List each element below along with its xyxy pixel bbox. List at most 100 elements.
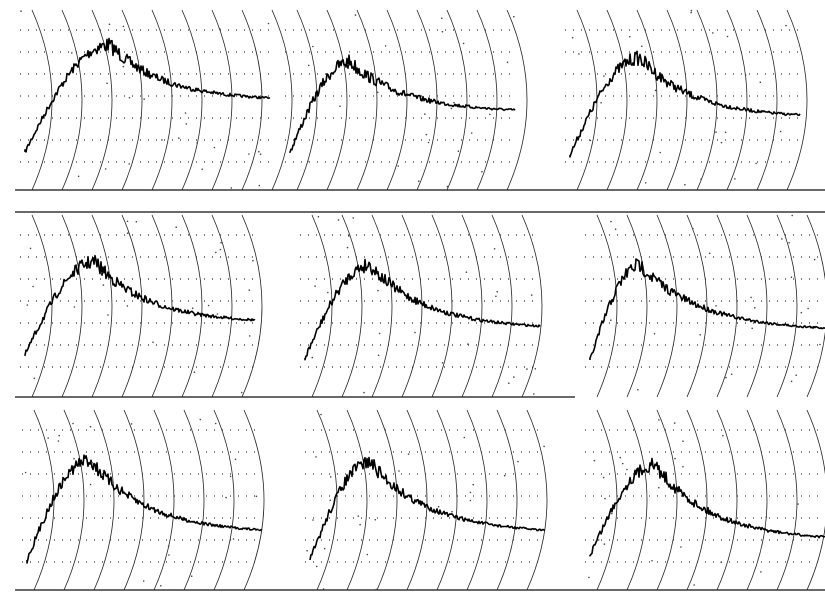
- speck: [375, 519, 377, 521]
- speck: [463, 43, 465, 45]
- speck: [217, 313, 219, 315]
- speck: [192, 307, 194, 309]
- speck: [259, 185, 261, 187]
- speck: [127, 221, 129, 223]
- speck: [572, 37, 574, 39]
- speck: [324, 548, 326, 550]
- speck: [408, 453, 410, 455]
- speck: [30, 248, 32, 250]
- speck: [20, 10, 22, 12]
- speck: [34, 378, 36, 380]
- speck: [91, 462, 93, 464]
- speck: [674, 422, 676, 424]
- speck: [472, 484, 474, 486]
- speck: [107, 314, 109, 316]
- speck: [233, 538, 235, 540]
- speck: [442, 362, 444, 364]
- speck: [620, 457, 622, 459]
- speck: [645, 182, 647, 184]
- speck: [241, 392, 243, 394]
- speck: [428, 142, 430, 144]
- speck: [641, 46, 643, 48]
- speck: [496, 291, 498, 293]
- speck: [755, 163, 757, 165]
- speck: [260, 153, 262, 155]
- speck: [535, 368, 537, 370]
- speck: [103, 470, 105, 472]
- speck: [186, 123, 188, 125]
- speck: [513, 16, 515, 18]
- speck: [603, 75, 605, 77]
- speck: [426, 134, 428, 136]
- speck: [594, 460, 596, 462]
- speck: [131, 423, 133, 425]
- speck: [73, 458, 75, 460]
- speck: [600, 102, 602, 104]
- speck: [471, 132, 473, 134]
- speck: [517, 461, 519, 463]
- speck: [32, 286, 34, 288]
- speck: [74, 306, 76, 308]
- speck: [136, 221, 138, 223]
- speck: [451, 108, 453, 110]
- speck: [785, 25, 787, 27]
- speck: [601, 300, 603, 302]
- speck: [682, 440, 684, 442]
- speck: [359, 524, 361, 526]
- speck: [128, 163, 130, 165]
- speck: [27, 304, 29, 306]
- speck: [691, 10, 693, 12]
- speck: [722, 435, 724, 437]
- speck: [90, 484, 92, 486]
- speck: [494, 248, 496, 250]
- speck: [316, 566, 318, 568]
- speck: [248, 153, 250, 155]
- speck: [651, 560, 653, 562]
- speck: [781, 238, 783, 240]
- speck: [129, 97, 131, 99]
- speck: [760, 571, 762, 573]
- speck: [795, 374, 797, 376]
- speck: [807, 308, 809, 310]
- speck: [106, 83, 108, 85]
- speck: [196, 142, 198, 144]
- speck: [715, 131, 717, 133]
- speck: [418, 180, 420, 182]
- speck: [397, 165, 399, 167]
- speck: [185, 112, 187, 114]
- speck: [727, 36, 729, 38]
- speck: [252, 260, 254, 262]
- speck: [447, 186, 449, 188]
- speck: [470, 492, 472, 494]
- speck: [200, 419, 202, 421]
- speck: [610, 221, 612, 223]
- speck: [712, 32, 714, 34]
- speck: [123, 26, 125, 28]
- speck: [598, 539, 600, 541]
- speck: [308, 65, 310, 67]
- speck: [355, 14, 357, 16]
- speck: [314, 285, 316, 287]
- speck: [467, 343, 469, 345]
- speck: [231, 187, 233, 189]
- speck: [750, 297, 752, 299]
- speck: [684, 184, 686, 186]
- speck: [725, 132, 727, 134]
- speck: [214, 147, 216, 149]
- speck: [47, 437, 49, 439]
- speck: [797, 503, 799, 505]
- speck: [214, 526, 216, 528]
- speck: [90, 426, 92, 428]
- speck: [680, 546, 682, 548]
- speck: [201, 168, 203, 170]
- speck: [533, 393, 535, 395]
- speck: [123, 66, 125, 68]
- speck: [414, 332, 416, 334]
- speck: [385, 45, 387, 47]
- speck: [655, 90, 657, 92]
- speck: [258, 151, 260, 153]
- speck: [682, 466, 684, 468]
- speck: [603, 477, 605, 479]
- speck: [610, 319, 612, 321]
